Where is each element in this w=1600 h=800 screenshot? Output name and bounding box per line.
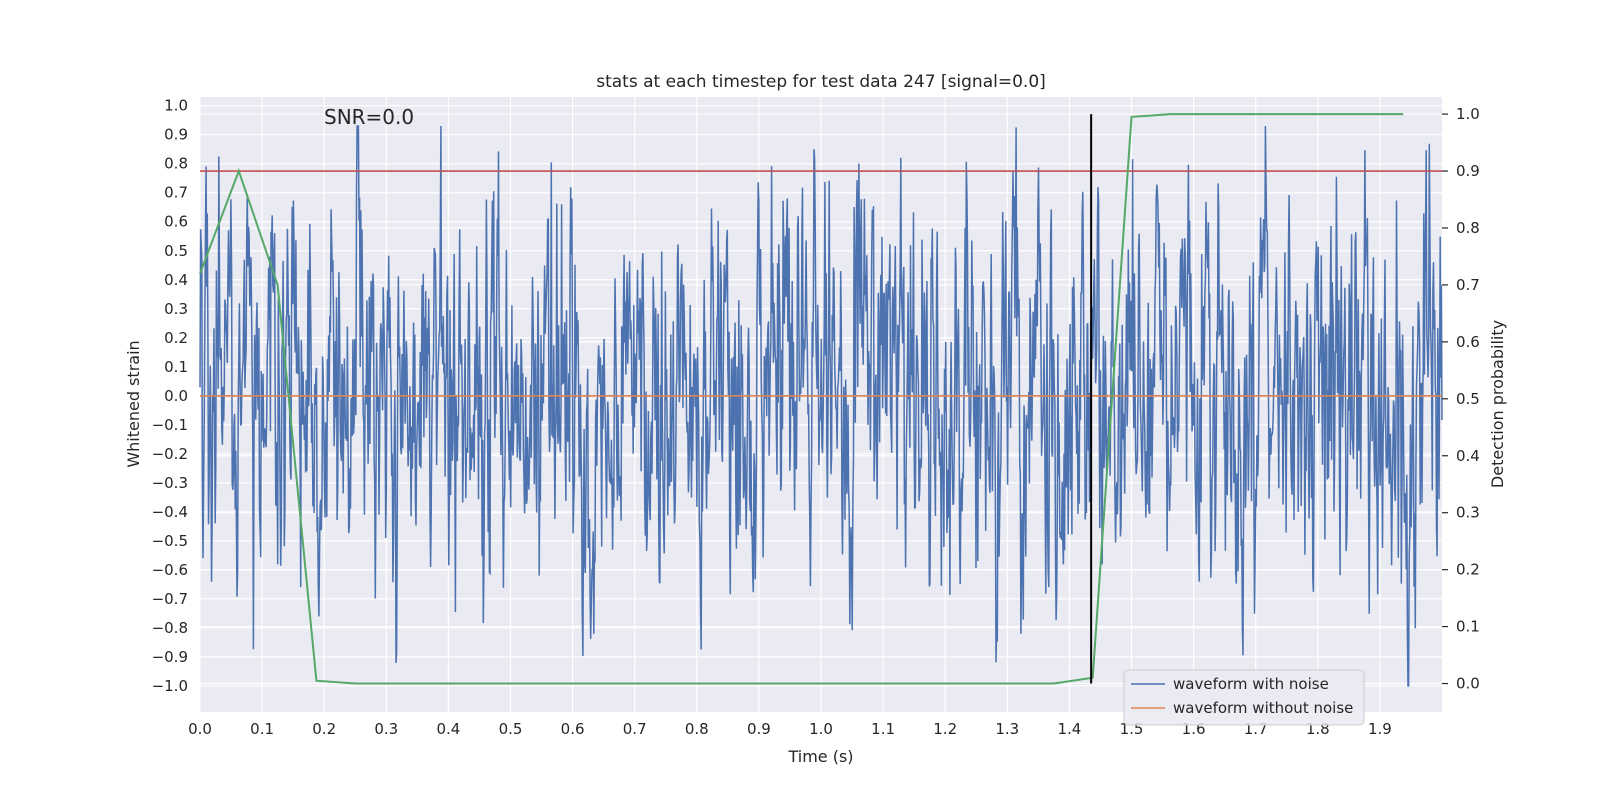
y-right-tick-label: 0.9: [1456, 162, 1480, 180]
detection-probability-line: [199, 113, 1404, 685]
y-right-tick-label: 0.5: [1456, 390, 1480, 408]
x-tick-label: 0.6: [561, 720, 585, 738]
legend: waveform with noise waveform without noi…: [1123, 669, 1365, 726]
x-axis-ticks: 0.0 0.1 0.2 0.3 0.4 0.5 0.6 0.7 0.8 0.9 1.0 1.1 1.2 1…: [188, 720, 1392, 738]
y-tick-label: −0.4: [152, 503, 188, 521]
x-tick-label: 0.8: [685, 720, 709, 738]
y-tick-label: −1.0: [152, 677, 188, 695]
y-tick-label: 1.0: [164, 97, 188, 115]
legend-box: [1123, 669, 1365, 726]
y-tick-label: 0.9: [164, 126, 188, 144]
y-tick-label: 0.3: [164, 300, 188, 318]
y-tick-label: −0.6: [152, 561, 188, 579]
y-right-tick-label: 0.1: [1456, 618, 1480, 636]
y-right-tick-label: 0.7: [1456, 276, 1480, 294]
y-tick-label: 0.0: [164, 387, 188, 405]
left-axis-ticks: 1.0 0.9 0.8 0.7 0.6 0.5 0.4 0.3 0.2 0.1 0.0 −0.1 −0.…: [152, 97, 188, 695]
y-right-tick-label: 0.6: [1456, 333, 1480, 351]
y-tick-label: −0.9: [152, 648, 188, 666]
legend-label-clean: waveform without noise: [1173, 699, 1353, 717]
noise-series-layer: [199, 125, 1443, 687]
y-right-tick-label: 0.2: [1456, 561, 1480, 579]
x-tick-label: 0.5: [499, 720, 523, 738]
y-tick-label: 0.7: [164, 184, 188, 202]
x-tick-label: 1.4: [1057, 720, 1081, 738]
legend-label-noise: waveform with noise: [1173, 675, 1329, 693]
x-tick-label: 0.2: [312, 720, 336, 738]
y-tick-label: 0.8: [164, 155, 188, 173]
chart-title: stats at each timestep for test data 247…: [596, 72, 1046, 92]
y-tick-label: −0.1: [152, 416, 188, 434]
lines-layer: [199, 113, 1442, 685]
y-tick-label: −0.8: [152, 619, 188, 637]
x-tick-label: 1.2: [933, 720, 957, 738]
y-tick-label: −0.3: [152, 474, 188, 492]
y-tick-label: −0.5: [152, 532, 188, 550]
y-tick-label: 0.5: [164, 242, 188, 260]
y-right-tick-label: 1.0: [1456, 105, 1480, 123]
y-axis-label-left: Whitened strain: [124, 340, 143, 467]
x-tick-label: 0.7: [623, 720, 647, 738]
y-tick-label: 0.1: [164, 358, 188, 376]
x-tick-label: 0.1: [250, 720, 274, 738]
x-axis-label: Time (s): [787, 747, 853, 766]
y-right-tick-label: 0.3: [1456, 504, 1480, 522]
y-tick-label: 0.6: [164, 213, 188, 231]
x-tick-label: 1.0: [809, 720, 833, 738]
right-axis-ticks: 1.0 0.9 0.8 0.7 0.6 0.5 0.4 0.3 0.2 0.1 0.0: [1442, 105, 1480, 693]
snr-annotation: SNR=0.0: [324, 105, 414, 129]
y-tick-label: −0.7: [152, 590, 188, 608]
x-tick-label: 1.3: [995, 720, 1019, 738]
y-axis-label-right: Detection probability: [1488, 320, 1507, 488]
x-tick-label: 0.3: [374, 720, 398, 738]
y-tick-label: −0.2: [152, 445, 188, 463]
y-right-tick-label: 0.8: [1456, 219, 1480, 237]
x-tick-label: 1.9: [1368, 720, 1392, 738]
waveform-with-noise-line: [199, 125, 1443, 687]
x-tick-label: 0.4: [436, 720, 460, 738]
x-tick-label: 0.9: [747, 720, 771, 738]
x-tick-label: 1.1: [871, 720, 895, 738]
y-right-tick-label: 0.4: [1456, 447, 1480, 465]
y-tick-label: 0.2: [164, 329, 188, 347]
y-tick-label: 0.4: [164, 271, 188, 289]
y-right-tick-label: 0.0: [1456, 675, 1480, 693]
x-tick-label: 0.0: [188, 720, 212, 738]
